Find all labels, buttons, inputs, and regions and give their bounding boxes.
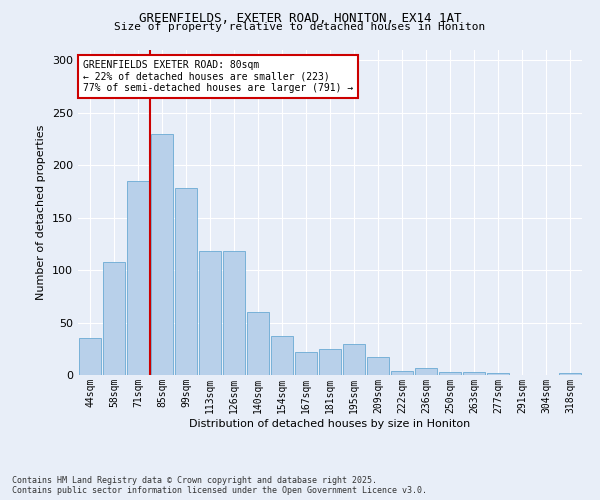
Text: Size of property relative to detached houses in Honiton: Size of property relative to detached ho… (115, 22, 485, 32)
Bar (463, 372, 485, 375)
Bar (343, 344, 365, 375)
Bar (127, 181, 149, 375)
Bar (271, 336, 293, 375)
Bar (415, 368, 437, 375)
X-axis label: Distribution of detached houses by size in Honiton: Distribution of detached houses by size … (190, 418, 470, 428)
Bar (367, 357, 389, 375)
Bar (559, 373, 581, 375)
Text: Contains HM Land Registry data © Crown copyright and database right 2025.
Contai: Contains HM Land Registry data © Crown c… (12, 476, 427, 495)
Text: GREENFIELDS, EXETER ROAD, HONITON, EX14 1AT: GREENFIELDS, EXETER ROAD, HONITON, EX14 … (139, 12, 461, 26)
Bar (175, 188, 197, 375)
Bar (319, 349, 341, 375)
Bar (223, 252, 245, 375)
Y-axis label: Number of detached properties: Number of detached properties (37, 125, 46, 300)
Bar (103, 262, 125, 375)
Bar (151, 134, 173, 375)
Bar (247, 312, 269, 375)
Bar (199, 252, 221, 375)
Bar (487, 373, 509, 375)
Text: GREENFIELDS EXETER ROAD: 80sqm
← 22% of detached houses are smaller (223)
77% of: GREENFIELDS EXETER ROAD: 80sqm ← 22% of … (83, 60, 353, 93)
Bar (295, 352, 317, 375)
Bar (79, 338, 101, 375)
Bar (391, 371, 413, 375)
Bar (439, 372, 461, 375)
